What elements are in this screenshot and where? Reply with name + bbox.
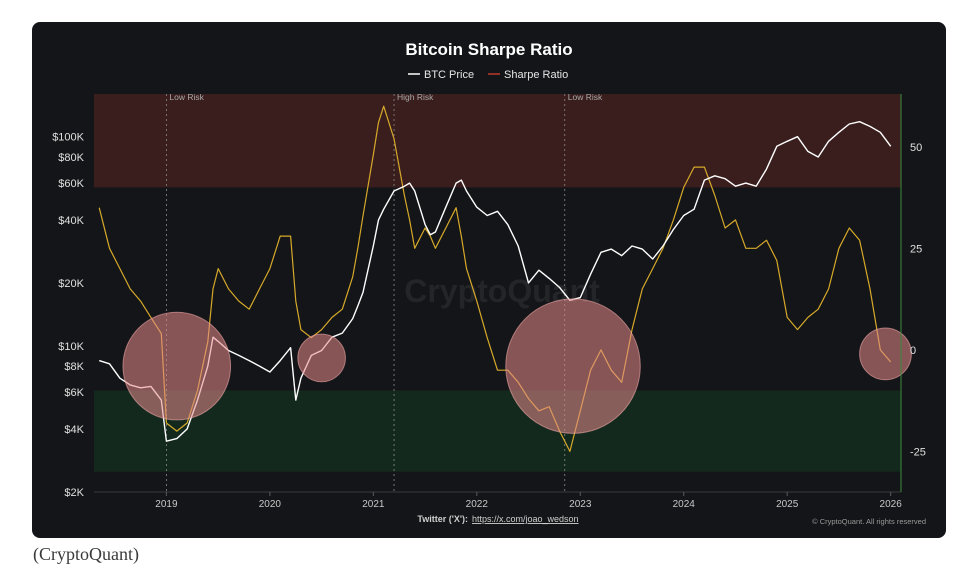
chart-svg: CryptoQuant Low Risk High Risk Low Risk 20…	[52, 40, 926, 526]
left-tick-label: $60K	[58, 178, 84, 190]
legend-btc-label: BTC Price	[424, 69, 474, 81]
x-tick-label: 2023	[569, 499, 592, 510]
right-tick-label: 0	[910, 345, 916, 357]
image-caption: (CryptoQuant)	[33, 544, 139, 564]
legend: BTC Price Sharpe Ratio	[408, 69, 568, 81]
circle-2019-bottom	[122, 311, 232, 421]
x-tick-label: 2021	[362, 499, 385, 510]
left-tick-label: $40K	[58, 215, 84, 227]
footer-twitter-label: Twitter ('X'):	[417, 514, 468, 524]
x-tick-label: 2019	[155, 499, 178, 510]
circle-2022-bottom	[505, 298, 641, 434]
left-tick-label: $10K	[58, 341, 84, 353]
x-tick-label: 2024	[673, 499, 696, 510]
left-tick-label: $8K	[64, 361, 84, 373]
x-tick-label: 2025	[776, 499, 799, 510]
footer-twitter-link[interactable]: https://x.com/joao_wedson	[472, 514, 579, 524]
circle-2020-mid	[297, 333, 346, 383]
right-tick-label: -25	[910, 446, 926, 458]
right-tick-label: 50	[910, 142, 922, 154]
x-tick-label: 2020	[259, 499, 282, 510]
left-tick-label: $6K	[64, 387, 84, 399]
right-tick-label: 25	[910, 243, 922, 255]
left-tick-label: $2K	[64, 487, 84, 499]
left-tick-label: $20K	[58, 278, 84, 290]
left-tick-label: $4K	[64, 424, 84, 436]
event-label: Low Risk	[568, 92, 603, 102]
event-label: Low Risk	[169, 92, 204, 102]
high-risk-zone	[94, 94, 901, 188]
chart-title: Bitcoin Sharpe Ratio	[405, 40, 572, 59]
event-label: High Risk	[397, 92, 434, 102]
legend-sharpe-label: Sharpe Ratio	[504, 69, 568, 81]
x-tick-label: 2022	[466, 499, 489, 510]
left-tick-label: $80K	[58, 152, 84, 164]
chart-card: CryptoQuant Low Risk High Risk Low Risk 20…	[32, 22, 946, 538]
left-tick-label: $100K	[52, 132, 84, 144]
x-tick-label: 2026	[880, 499, 903, 510]
series-sharpe-ratio-line	[98, 105, 892, 452]
low-risk-zone	[94, 390, 901, 472]
footer-copyright: © CryptoQuant. All rights reserved	[812, 517, 926, 526]
circle-2026-now	[859, 327, 912, 381]
